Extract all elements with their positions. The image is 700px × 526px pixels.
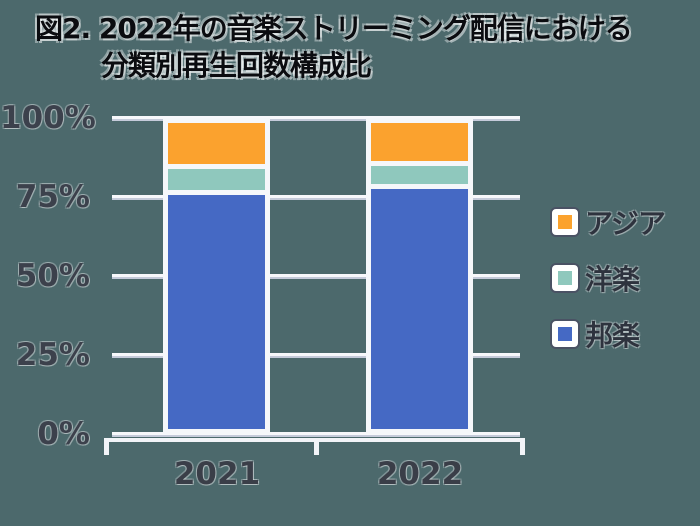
legend-item-hogaku: 邦楽 — [550, 319, 665, 352]
bar-2021-segment-yogaku — [168, 169, 265, 191]
x-axis-tick-middle — [314, 438, 319, 455]
x-axis-tick-left — [104, 438, 109, 455]
gridline-0 — [112, 432, 520, 437]
bar-2021 — [163, 118, 270, 434]
ytick-25: 25% — [15, 337, 90, 373]
chart-title-line2: 分類別再生回数構成比 — [101, 49, 372, 82]
legend-label-yogaku: 洋楽 — [585, 263, 640, 296]
legend-label-hogaku: 邦楽 — [585, 319, 640, 352]
bar-2021-segment-asia — [168, 123, 265, 165]
x-axis-tick-right — [520, 438, 525, 455]
xtick-2022: 2022 — [376, 456, 464, 492]
legend-swatch-hogaku — [550, 319, 580, 349]
chart-title: 図2. 2022年の音楽ストリーミング配信における 分類別再生回数構成比 — [35, 10, 633, 84]
gridline-25 — [112, 353, 520, 358]
ytick-0: 0% — [37, 416, 90, 452]
legend-item-yogaku: 洋楽 — [550, 263, 665, 296]
legend: アジア 洋楽 邦楽 — [550, 207, 666, 375]
legend-swatch-yogaku — [550, 263, 580, 293]
legend-swatch-yogaku-color — [558, 271, 572, 285]
ytick-75: 75% — [15, 179, 90, 215]
legend-swatch-asia — [550, 207, 580, 237]
legend-label-asia: アジア — [585, 207, 666, 240]
legend-item-asia: アジア — [550, 207, 666, 240]
legend-swatch-asia-color — [558, 215, 572, 229]
xtick-2021: 2021 — [173, 456, 261, 492]
bar-2021-segment-hogaku — [168, 195, 265, 429]
ytick-50: 50% — [15, 258, 90, 294]
chart-title-line1: 図2. 2022年の音楽ストリーミング配信における — [35, 12, 633, 45]
bar-2022-segment-yogaku — [371, 166, 468, 185]
ytick-100: 100% — [0, 100, 96, 136]
gridline-100 — [112, 116, 520, 121]
gridline-75 — [112, 195, 520, 200]
bar-2022-segment-hogaku — [371, 189, 468, 430]
legend-swatch-hogaku-color — [558, 327, 572, 341]
gridline-50 — [112, 274, 520, 279]
bar-2022 — [366, 118, 473, 434]
bar-2022-segment-asia — [371, 123, 468, 162]
